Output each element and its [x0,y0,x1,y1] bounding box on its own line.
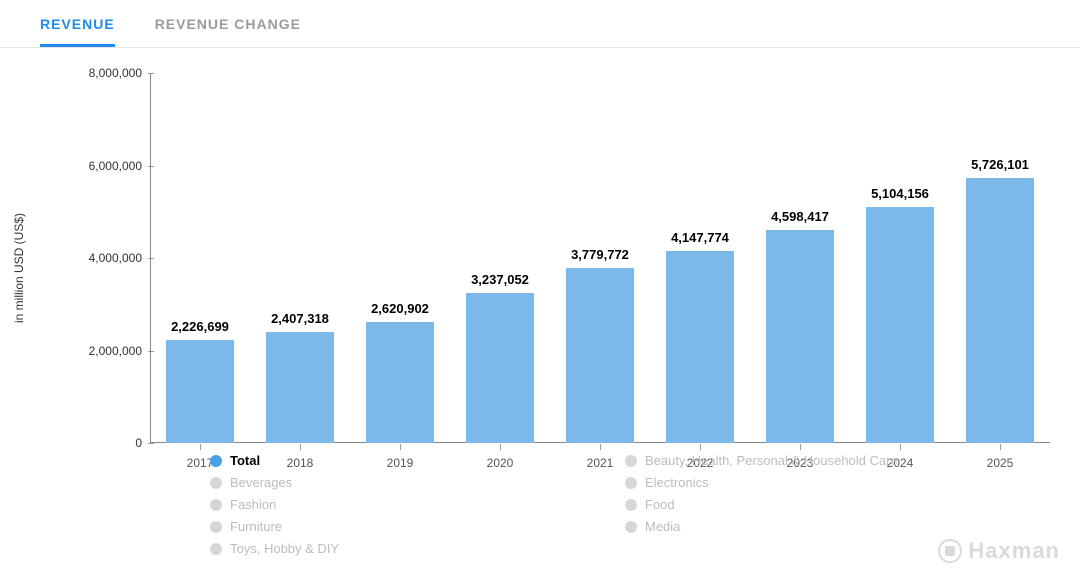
y-tick-label: 2,000,000 [89,344,142,358]
bar[interactable] [466,293,534,443]
legend-dot-icon [210,455,222,467]
legend-label: Beverages [230,472,292,494]
legend-item[interactable]: Furniture [210,516,625,538]
bar-value-label: 2,407,318 [271,311,329,326]
bar-slot: 5,726,101 [950,73,1050,443]
bar-value-label: 4,147,774 [671,230,729,245]
bar[interactable] [366,322,434,443]
bar[interactable] [566,268,634,443]
legend-dot-icon [625,521,637,533]
tab-revenue[interactable]: REVENUE [40,10,115,47]
bars-group: 2,226,699 2,407,318 2,620,902 3,237,052 3,77… [150,73,1050,443]
watermark-icon [938,539,962,563]
y-tick-mark [148,443,154,444]
bar-value-label: 3,237,052 [471,272,529,287]
bar-slot: 2,407,318 [250,73,350,443]
tab-revenue-change[interactable]: REVENUE CHANGE [155,10,301,47]
bar[interactable] [966,178,1034,443]
legend-dot-icon [210,521,222,533]
bar-slot: 2,620,902 [350,73,450,443]
bar-slot: 3,237,052 [450,73,550,443]
legend-item[interactable]: Fashion [210,494,625,516]
legend-dot-icon [210,477,222,489]
y-tick-label: 8,000,000 [89,66,142,80]
y-tick-label: 0 [135,436,142,450]
legend-item[interactable]: Media [625,516,1040,538]
legend-label: Media [645,516,680,538]
legend-dot-icon [625,455,637,467]
legend-item[interactable]: Toys, Hobby & DIY [210,538,625,560]
legend-label: Electronics [645,472,709,494]
bar-value-label: 3,779,772 [571,247,629,262]
bar-slot: 4,147,774 [650,73,750,443]
y-axis-label: in million USD (US$) [12,213,26,323]
legend-label: Total [230,450,260,472]
legend-dot-icon [210,499,222,511]
legend-item[interactable]: Beauty, Health, Personal & Household Car… [625,450,1040,472]
legend-item[interactable]: Beverages [210,472,625,494]
legend-label: Furniture [230,516,282,538]
legend-label: Toys, Hobby & DIY [230,538,339,560]
bar-slot: 4,598,417 [750,73,850,443]
chart-area: in million USD (US$) 0 2,000,000 4,000,000… [0,48,1080,488]
watermark: Haxman [938,538,1060,564]
bar-slot: 5,104,156 [850,73,950,443]
legend-dot-icon [625,499,637,511]
bar-slot: 3,779,772 [550,73,650,443]
y-tick-label: 6,000,000 [89,159,142,173]
legend: TotalBeveragesFashionFurnitureToys, Hobb… [210,450,1040,560]
legend-item[interactable]: Food [625,494,1040,516]
bar-slot: 2,226,699 [150,73,250,443]
legend-dot-icon [625,477,637,489]
legend-label: Fashion [230,494,276,516]
tabs: REVENUE REVENUE CHANGE [0,0,1080,48]
legend-item[interactable]: Total [210,450,625,472]
bar-value-label: 2,620,902 [371,301,429,316]
bar[interactable] [766,230,834,443]
legend-label: Beauty, Health, Personal & Household Car… [645,450,898,472]
plot: 2,226,699 2,407,318 2,620,902 3,237,052 3,77… [150,73,1050,443]
legend-dot-icon [210,543,222,555]
watermark-text: Haxman [968,538,1060,564]
bar-value-label: 5,104,156 [871,186,929,201]
legend-label: Food [645,494,675,516]
bar[interactable] [266,332,334,443]
legend-item[interactable]: Electronics [625,472,1040,494]
y-axis: 02,000,0004,000,0006,000,0008,000,000 [60,73,150,443]
bar[interactable] [166,340,234,443]
y-tick-label: 4,000,000 [89,251,142,265]
bar-value-label: 5,726,101 [971,157,1029,172]
bar-value-label: 2,226,699 [171,319,229,334]
bar-value-label: 4,598,417 [771,209,829,224]
legend-column-left: TotalBeveragesFashionFurnitureToys, Hobb… [210,450,625,560]
bar[interactable] [666,251,734,443]
bar[interactable] [866,207,934,443]
